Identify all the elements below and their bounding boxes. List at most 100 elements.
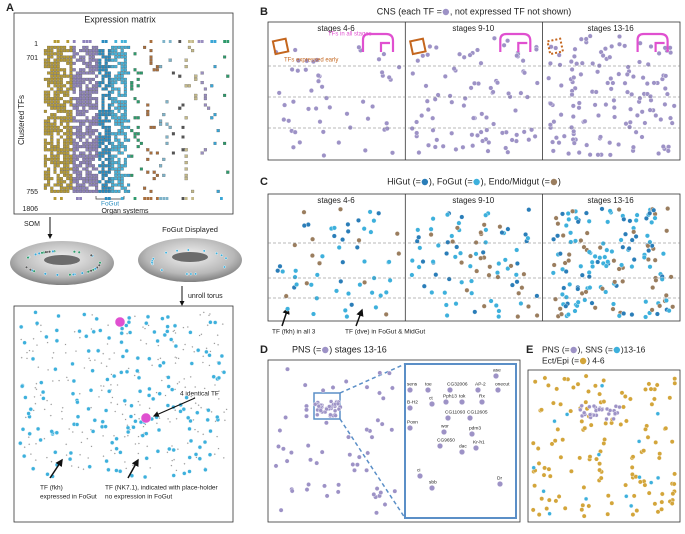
dot	[80, 271, 84, 275]
matrix-cell	[91, 189, 95, 193]
matrix-cell	[66, 58, 70, 62]
matrix-cell	[59, 106, 63, 110]
dot	[467, 263, 473, 269]
matrix-cell	[101, 113, 105, 117]
matrix-cell	[88, 49, 92, 53]
dot	[382, 502, 388, 507]
matrix-cell	[95, 129, 99, 133]
matrix-cell	[56, 177, 60, 181]
dot	[129, 403, 134, 408]
dot	[502, 257, 508, 263]
matrix-cell	[98, 84, 102, 88]
dot	[534, 313, 540, 319]
dot	[114, 316, 126, 328]
matrix-cell	[104, 87, 108, 91]
dot	[205, 347, 208, 350]
matrix-cell	[85, 164, 89, 168]
matrix-cell	[149, 61, 153, 65]
matrix-cell	[181, 148, 185, 152]
matrix-cell	[88, 170, 92, 174]
dot	[604, 247, 610, 253]
title-text: HiGut (=	[387, 176, 421, 186]
dot	[169, 387, 175, 392]
matrix-cell	[104, 135, 108, 139]
dot	[74, 422, 80, 427]
matrix-cell	[104, 93, 108, 97]
matrix-cell	[56, 74, 60, 78]
dot	[433, 272, 439, 278]
dot	[416, 264, 422, 270]
matrix-cell	[59, 87, 63, 91]
dot	[526, 207, 532, 213]
matrix-cell	[117, 189, 121, 193]
matrix-cell	[47, 180, 51, 184]
dot	[663, 425, 669, 431]
dot	[416, 234, 422, 240]
dot	[68, 273, 72, 277]
dot	[649, 219, 655, 225]
matrix-cell	[111, 177, 115, 181]
dot	[40, 251, 44, 255]
dot	[663, 73, 669, 79]
matrix-cell	[53, 100, 57, 104]
matrix-cell	[69, 81, 73, 85]
dot	[66, 379, 70, 382]
matrix-cell	[159, 119, 163, 123]
matrix-cell	[117, 93, 121, 97]
dot	[114, 446, 119, 451]
dot	[600, 240, 606, 246]
matrix-cell	[111, 109, 115, 113]
dot	[53, 367, 58, 372]
dot	[75, 414, 81, 419]
dot	[584, 142, 590, 148]
matrix-cell	[114, 161, 118, 165]
matrix-cell	[98, 141, 102, 145]
matrix-cell	[120, 125, 124, 129]
matrix-cell	[79, 135, 83, 139]
matrix-cell	[50, 61, 54, 65]
matrix-cell	[107, 170, 111, 174]
dot	[672, 376, 678, 382]
dot	[184, 386, 187, 389]
matrix-cell	[91, 84, 95, 88]
matrix-cell	[114, 52, 118, 56]
dot	[34, 459, 37, 462]
dot	[669, 120, 675, 126]
dot	[386, 370, 392, 376]
matrix-cell	[88, 141, 92, 145]
matrix-cell	[66, 49, 70, 53]
matrix-cell	[152, 125, 156, 129]
matrix-cell	[165, 135, 169, 139]
matrix-cell	[47, 119, 51, 123]
dot	[491, 35, 497, 41]
dot	[645, 434, 651, 440]
matrix-cell	[79, 173, 83, 177]
matrix-cell	[69, 116, 73, 120]
matrix-cell	[47, 71, 51, 75]
matrix-cell	[82, 141, 86, 145]
dot	[187, 455, 192, 460]
matrix-cell	[66, 119, 70, 123]
dot	[655, 475, 661, 481]
matrix-cell	[53, 40, 57, 43]
dot	[106, 342, 109, 346]
matrix-cell	[120, 40, 124, 43]
dot	[551, 236, 557, 242]
dot	[188, 418, 193, 424]
matrix-cell	[69, 100, 73, 104]
dot	[151, 364, 154, 367]
dot	[276, 444, 281, 449]
gene-label: wor	[441, 423, 449, 429]
annotation: TF (dve) in FoGut & MidGut	[345, 329, 425, 336]
dot	[188, 438, 194, 444]
dot	[546, 382, 551, 388]
dot	[473, 251, 479, 257]
dot	[508, 263, 514, 269]
dot	[142, 425, 145, 428]
dot	[290, 99, 296, 105]
matrix-cell	[66, 173, 70, 177]
dot	[605, 493, 611, 499]
dot	[407, 425, 414, 432]
matrix-cell	[56, 49, 60, 53]
dot	[191, 345, 194, 348]
